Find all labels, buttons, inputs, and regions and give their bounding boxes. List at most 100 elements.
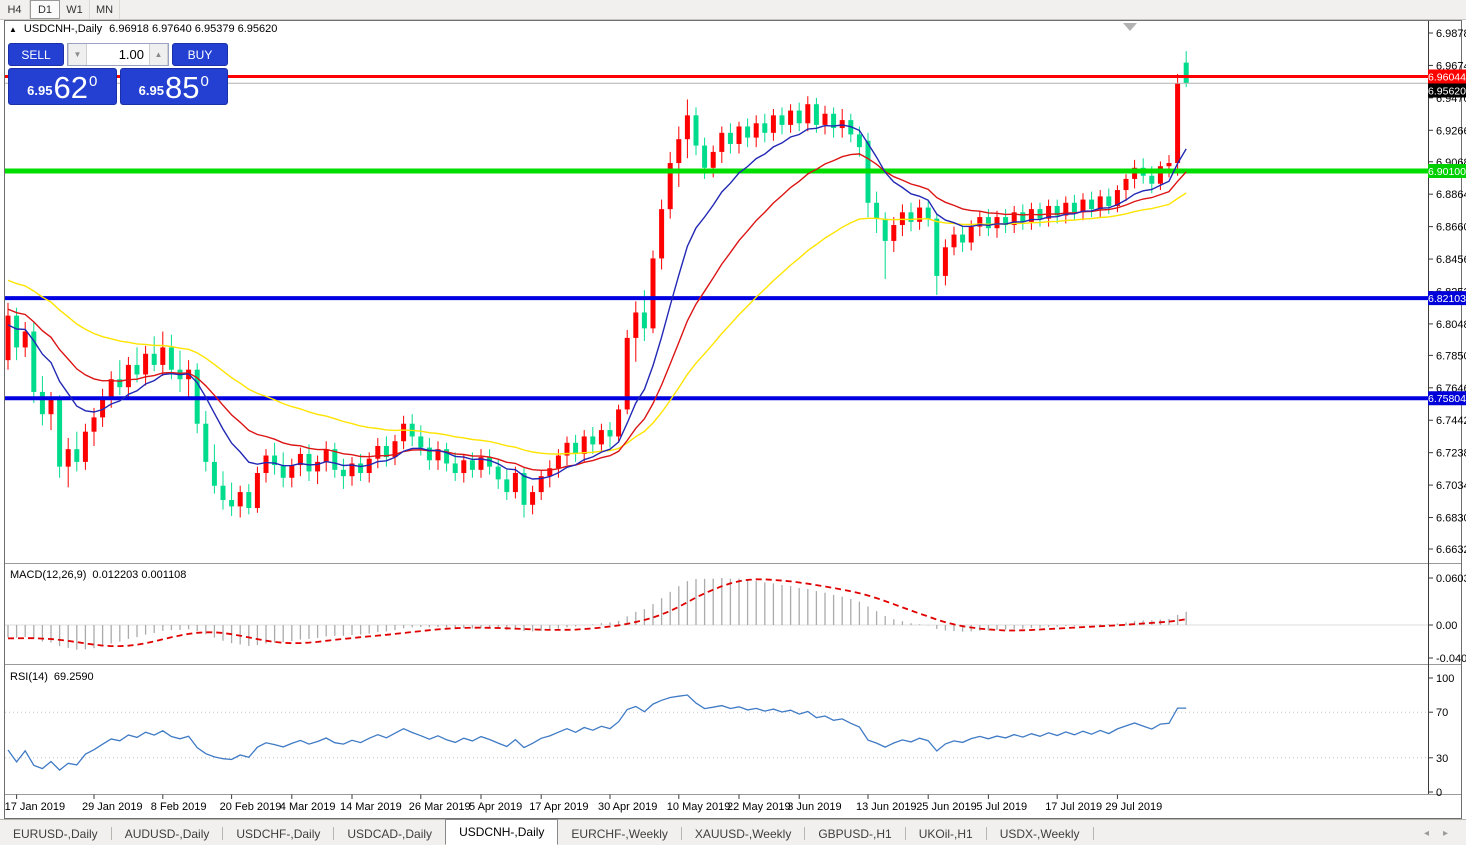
tab-usdx-weekly[interactable]: USDX-,Weekly <box>999 827 1080 841</box>
candles-layer <box>5 51 1189 518</box>
buy-price-pips: 85 <box>164 70 200 106</box>
svg-text:29 Jul 2019: 29 Jul 2019 <box>1105 801 1162 813</box>
svg-text:22 May 2019: 22 May 2019 <box>727 801 791 813</box>
moving-averages-layer <box>7 124 1187 480</box>
volume-input[interactable]: 1.00 <box>118 47 144 62</box>
rsi-layer: 100 70 30 0 <box>5 673 1454 799</box>
volume-spinner: ▼ 1.00 ▲ <box>67 43 169 66</box>
symbol-name: USDCNH-,Daily <box>23 23 103 35</box>
chart-title: ▲ USDCNH-,Daily 6.96918 6.97640 6.95379 … <box>9 23 277 35</box>
svg-text:6.96740: 6.96740 <box>1436 60 1466 72</box>
svg-text:0: 0 <box>1436 787 1442 799</box>
timeframe-w1-button[interactable]: W1 <box>60 0 90 19</box>
volume-increase-icon[interactable]: ▲ <box>149 44 168 65</box>
tab-gbpusd-h1[interactable]: GBPUSD-,H1 <box>818 827 892 841</box>
symbol-tabbar: EURUSD-,Daily AUDUSD-,Daily USDCHF-,Dail… <box>0 819 1466 845</box>
svg-text:6.82103: 6.82103 <box>1428 293 1466 305</box>
svg-text:13 Jun 2019: 13 Jun 2019 <box>856 801 917 813</box>
svg-text:6.78500: 6.78500 <box>1436 350 1466 362</box>
svg-text:70: 70 <box>1436 707 1448 719</box>
timeframe-d1-button[interactable]: D1 <box>30 0 60 19</box>
macd-values: 0.012203 0.001108 <box>92 569 187 581</box>
svg-text:6.92660: 6.92660 <box>1436 125 1466 137</box>
tab-scroll-left-icon[interactable]: ◂ <box>1423 828 1429 839</box>
tab-xauusd-weekly[interactable]: XAUUSD-,Weekly <box>694 827 792 841</box>
svg-text:6.96044: 6.96044 <box>1428 71 1466 83</box>
svg-text:17 Apr 2019: 17 Apr 2019 <box>529 801 588 813</box>
svg-text:3 Jun 2019: 3 Jun 2019 <box>787 801 841 813</box>
macd-name: MACD(12,26,9) <box>10 569 87 581</box>
tab-separator <box>904 827 906 840</box>
svg-text:6.75804: 6.75804 <box>1428 393 1466 405</box>
rsi-value: 69.2590 <box>53 671 94 683</box>
tab-eurchf-weekly[interactable]: EURCHF-,Weekly <box>571 827 668 841</box>
buy-price-base: 6.95 <box>138 83 164 98</box>
sell-price-button[interactable]: 6.95 62 0 <box>8 68 117 105</box>
svg-text:0.060329: 0.060329 <box>1436 573 1466 585</box>
svg-text:8 Feb 2019: 8 Feb 2019 <box>151 801 207 813</box>
panel-collapse-icon[interactable]: ▲ <box>9 24 17 34</box>
chart-shift-marker-icon[interactable] <box>1123 23 1137 31</box>
tab-separator <box>110 827 112 840</box>
tab-separator <box>680 827 682 840</box>
sell-price-base: 6.95 <box>27 83 53 98</box>
sell-price-point: 0 <box>88 73 98 90</box>
svg-text:20 Feb 2019: 20 Feb 2019 <box>220 801 282 813</box>
svg-text:14 Mar 2019: 14 Mar 2019 <box>340 801 402 813</box>
svg-text:30: 30 <box>1436 753 1448 765</box>
svg-text:4 Mar 2019: 4 Mar 2019 <box>280 801 336 813</box>
tab-separator <box>804 827 806 840</box>
one-click-trading-panel: SELL ▼ 1.00 ▲ BUY 6.95 62 0 6.95 85 0 <box>8 43 228 105</box>
svg-text:6.86600: 6.86600 <box>1436 222 1466 234</box>
svg-text:25 Jun 2019: 25 Jun 2019 <box>916 801 977 813</box>
tab-eurusd-daily[interactable]: EURUSD-,Daily <box>13 827 98 841</box>
buy-price-point: 0 <box>200 73 209 90</box>
svg-text:6.80480: 6.80480 <box>1436 319 1466 331</box>
svg-text:6.95620: 6.95620 <box>1428 85 1466 97</box>
svg-text:6.72380: 6.72380 <box>1436 448 1466 460</box>
rsi-label: RSI(14) 69.2590 <box>10 671 94 683</box>
tab-separator <box>222 827 224 840</box>
ohlc-values: 6.96918 6.97640 6.95379 6.95620 <box>109 23 278 35</box>
svg-text:17 Jan 2019: 17 Jan 2019 <box>5 801 66 813</box>
volume-decrease-icon[interactable]: ▼ <box>68 44 87 65</box>
svg-text:10 May 2019: 10 May 2019 <box>667 801 731 813</box>
tab-usdcad-daily[interactable]: USDCAD-,Daily <box>347 827 433 841</box>
svg-text:-0.040135: -0.040135 <box>1436 653 1466 665</box>
macd-layer: 0.060329 0.00 -0.040135 <box>5 573 1466 665</box>
date-axis: 17 Jan 2019 29 Jan 2019 8 Feb 2019 20 Feb 2… <box>5 794 1162 813</box>
svg-text:6.68300: 6.68300 <box>1436 513 1466 525</box>
svg-text:29 Jan 2019: 29 Jan 2019 <box>82 801 143 813</box>
svg-text:26 Mar 2019: 26 Mar 2019 <box>409 801 471 813</box>
price-axis: 6.987806.967406.947006.926606.906806.886… <box>1428 28 1466 556</box>
rsi-name: RSI(14) <box>10 671 48 683</box>
buy-price-button[interactable]: 6.95 85 0 <box>119 68 228 106</box>
svg-text:5 Apr 2019: 5 Apr 2019 <box>469 801 522 813</box>
sell-price-pips: 62 <box>53 70 88 106</box>
svg-text:5 Jul 2019: 5 Jul 2019 <box>976 801 1027 813</box>
svg-text:17 Jul 2019: 17 Jul 2019 <box>1045 801 1102 813</box>
buy-button[interactable]: BUY <box>172 43 228 66</box>
tab-separator <box>1092 827 1094 840</box>
tab-scroll-right-icon[interactable]: ▸ <box>1442 828 1448 839</box>
horizontal-levels-layer <box>5 74 1428 401</box>
sell-button[interactable]: SELL <box>8 43 64 66</box>
window-frame <box>4 20 1462 819</box>
macd-signal-line <box>7 578 1187 647</box>
svg-text:6.98780: 6.98780 <box>1436 28 1466 40</box>
svg-text:6.84560: 6.84560 <box>1436 254 1466 266</box>
timeframe-toolbar: H4 D1 W1 MN <box>0 0 1466 20</box>
timeframe-mn-button[interactable]: MN <box>90 0 120 19</box>
macd-label: MACD(12,26,9) 0.012203 0.001108 <box>10 569 186 581</box>
svg-text:0.00: 0.00 <box>1436 620 1457 632</box>
tab-ukoil-h1[interactable]: UKOil-,H1 <box>918 827 973 841</box>
tab-usdchf-daily[interactable]: USDCHF-,Daily <box>236 827 321 841</box>
tab-audusd-daily[interactable]: AUDUSD-,Daily <box>124 827 210 841</box>
svg-text:30 Apr 2019: 30 Apr 2019 <box>598 801 657 813</box>
tab-separator <box>333 827 335 840</box>
tab-usdcnh-daily[interactable]: USDCNH-,Daily <box>445 819 559 845</box>
svg-text:6.66320: 6.66320 <box>1436 544 1466 556</box>
timeframe-h4-button[interactable]: H4 <box>0 0 30 19</box>
rsi-line <box>7 694 1187 771</box>
